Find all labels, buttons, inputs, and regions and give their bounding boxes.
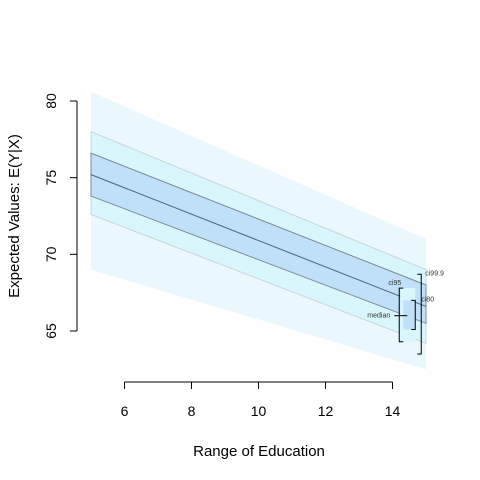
- y-tick-label: 80: [43, 93, 59, 109]
- y-tick-label: 70: [43, 246, 59, 262]
- legend-bracket-ci80: [411, 299, 416, 330]
- legend-bracket-ci95: [398, 287, 404, 343]
- legend-bracket-ci99-9: [417, 273, 422, 355]
- y-tick-label: 65: [43, 323, 59, 339]
- interval-legend: ci99.9 ci95 ci80 median: [367, 270, 444, 355]
- legend-label-median: median: [367, 313, 390, 320]
- median-line-group: [90, 174, 427, 307]
- x-tick-label: 8: [188, 403, 196, 419]
- legend-label-ci80: ci80: [421, 296, 434, 303]
- x-axis: 6 8 10 12 14: [121, 381, 401, 419]
- x-tick-label: 6: [121, 403, 129, 419]
- band-ci80: [90, 152, 427, 325]
- y-axis: 65 70 75 80: [43, 93, 78, 339]
- legend-label-ci95: ci95: [388, 280, 401, 287]
- median-line: [90, 174, 427, 307]
- legend-label-ci99-9: ci99.9: [425, 270, 444, 277]
- x-tick-label: 14: [385, 403, 401, 419]
- x-axis-label: Range of Education: [193, 443, 325, 460]
- confidence-bands: [90, 91, 427, 370]
- x-tick-label: 10: [251, 403, 267, 419]
- y-tick-label: 75: [43, 170, 59, 186]
- x-tick-label: 12: [318, 403, 334, 419]
- legend-box-ci80: [403, 300, 416, 330]
- y-axis-label: Expected Values: E(Y|X): [6, 134, 23, 298]
